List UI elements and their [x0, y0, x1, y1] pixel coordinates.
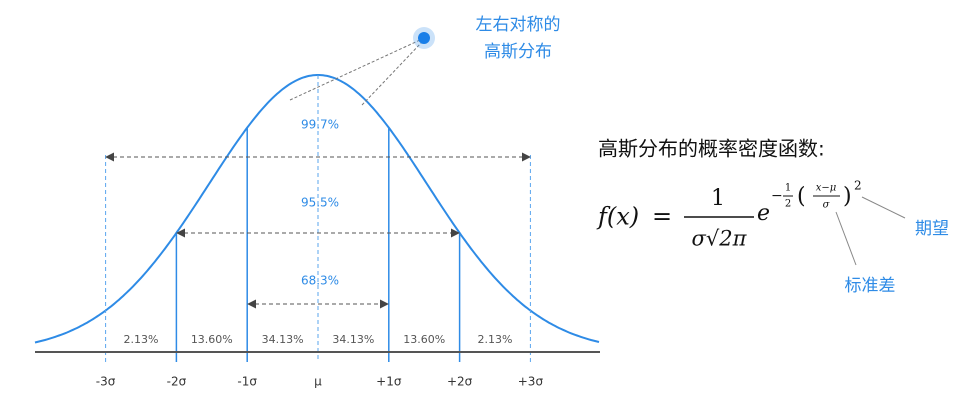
- region-label: 2.13%: [478, 333, 513, 346]
- axis-label: -3σ: [96, 375, 116, 389]
- formula-num: 1: [711, 186, 725, 211]
- callout-label: 标准差: [845, 276, 896, 296]
- formula-paren: ): [843, 184, 852, 209]
- formula-eq: =: [652, 203, 672, 231]
- formula-frac: x−μ: [816, 183, 837, 194]
- callout-label: 期望: [915, 219, 949, 239]
- region-label: 34.13%: [262, 333, 304, 346]
- axis-label: μ: [314, 375, 322, 389]
- formula-lhs: f(x): [596, 203, 639, 231]
- curve-art: [34, 74, 600, 362]
- annotation: 高斯分布: [484, 42, 552, 62]
- pointer: [289, 39, 421, 101]
- formula-power: 2: [854, 179, 862, 193]
- axis-label: +1σ: [376, 375, 402, 389]
- formula-base: e: [757, 201, 770, 226]
- region-label: 34.13%: [332, 333, 374, 346]
- region-label: 13.60%: [191, 333, 233, 346]
- formula-title: 高斯分布的概率密度函数:: [598, 137, 825, 161]
- bell-curve: [34, 74, 600, 344]
- annotation: 左右对称的: [476, 15, 561, 35]
- region-label: 13.60%: [403, 333, 445, 346]
- formula-paren: (: [797, 184, 806, 209]
- coverage-label: 99.7%: [301, 118, 339, 132]
- coverage-label: 68.3%: [301, 274, 339, 288]
- region-label: 2.13%: [124, 333, 159, 346]
- dot: [418, 32, 430, 44]
- formula-half: 2: [785, 199, 791, 210]
- callout-line: [835, 211, 857, 266]
- formula-frac: σ: [823, 200, 831, 211]
- axis-label: -1σ: [237, 375, 257, 389]
- formula-half: 1: [785, 183, 791, 194]
- axis-label: +2σ: [447, 375, 473, 389]
- pointer: [361, 41, 423, 106]
- coverage-label: 95.5%: [301, 196, 339, 210]
- formula-den: σ√2π: [692, 227, 748, 251]
- axis-label: -2σ: [167, 375, 187, 389]
- formula-minus: −: [771, 188, 783, 204]
- axis-label: +3σ: [518, 375, 544, 389]
- callout-line: [861, 196, 906, 219]
